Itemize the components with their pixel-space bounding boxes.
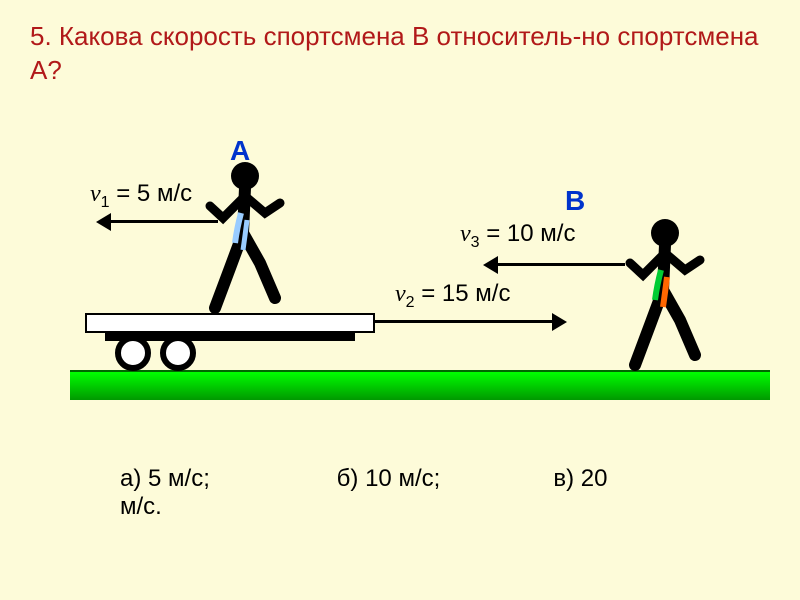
answer-a: а) 5 м/с; (120, 465, 330, 493)
answer-v-cont: м/с. (120, 493, 162, 520)
answer-v: в) 20 (553, 465, 607, 493)
arrow-v2 (375, 320, 555, 323)
velocity-2-label: v2 = 15 м/с (395, 280, 510, 312)
answer-options: а) 5 м/с; б) 10 м/с; в) 20 м/с. (120, 465, 720, 521)
velocity-1-label: v1 = 5 м/с (90, 180, 192, 212)
runner-b-label: В (565, 185, 585, 217)
runner-a (195, 158, 305, 318)
question-title: 5. Какова скорость спортсмена В относите… (0, 0, 800, 98)
arrow-v3 (495, 263, 625, 266)
runner-b (615, 215, 725, 375)
cart (85, 313, 375, 373)
velocity-3-label: v3 = 10 м/с (460, 220, 575, 252)
diagram-area: А В v1 = 5 м/с v3 = 10 м/с v2 = 15 м/с (0, 120, 800, 440)
answer-b: б) 10 м/с; (337, 465, 547, 493)
